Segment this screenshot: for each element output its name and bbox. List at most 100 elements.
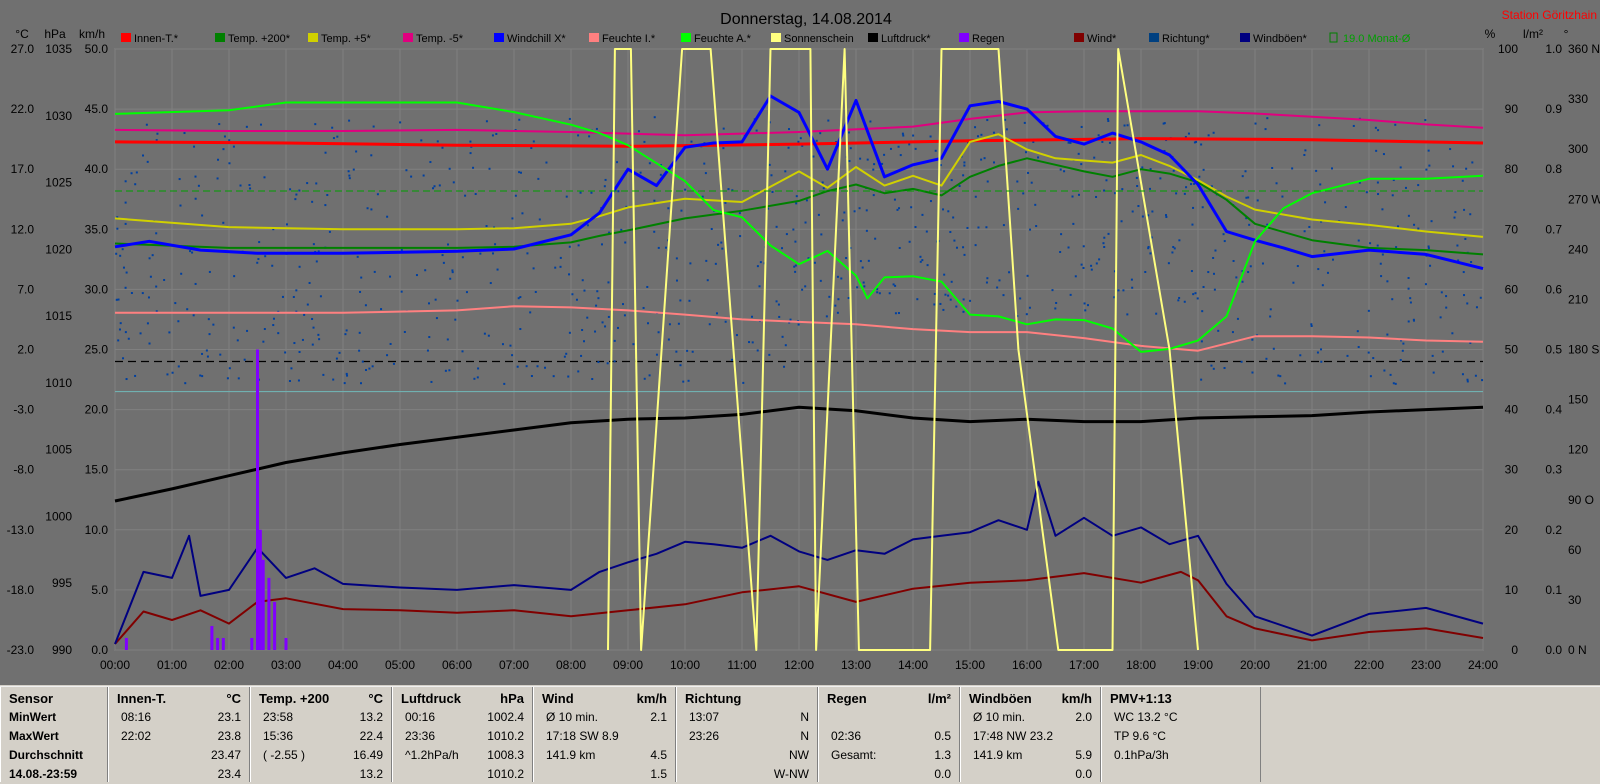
legend-swatch [868, 33, 878, 42]
table-column-windboeen: Windböen km/h Ø 10 min. 2.0 17:48 NW 23.2 141… [960, 687, 1101, 782]
direction-point [836, 311, 839, 314]
direction-point [894, 312, 897, 315]
direction-point [537, 177, 540, 180]
direction-point [477, 367, 480, 370]
direction-point [998, 279, 1001, 282]
direction-point [980, 158, 983, 161]
direction-point [1171, 251, 1174, 254]
direction-point [1463, 208, 1466, 211]
direction-point [1185, 186, 1188, 189]
direction-point [1106, 118, 1109, 121]
direction-point [881, 162, 884, 165]
cell-label: Durchschnitt [9, 748, 84, 762]
direction-point [370, 208, 373, 211]
direction-point [715, 312, 718, 315]
direction-point [848, 131, 851, 134]
direction-point [679, 364, 682, 367]
direction-point [365, 368, 368, 371]
direction-point [315, 260, 318, 263]
direction-point [1101, 140, 1104, 143]
direction-point [1191, 223, 1194, 226]
direction-point [926, 264, 929, 267]
direction-point [1427, 247, 1430, 250]
direction-point [1121, 188, 1124, 191]
direction-point [804, 285, 807, 288]
direction-point [219, 353, 222, 356]
direction-point [1432, 371, 1435, 374]
x-tick-label: 21:00 [1297, 658, 1327, 672]
legend-item: Innen-T.* [121, 33, 179, 45]
direction-point [701, 195, 704, 198]
direction-point [1147, 247, 1150, 250]
legend-swatch [215, 33, 225, 42]
legend-swatch [1149, 33, 1159, 42]
direction-point [1236, 317, 1239, 320]
direction-point [675, 279, 678, 282]
direction-point [1409, 297, 1412, 300]
direction-point [208, 333, 211, 336]
direction-point [494, 243, 497, 246]
direction-point [657, 246, 660, 249]
x-tick-label: 24:00 [1468, 658, 1498, 672]
direction-point [914, 226, 917, 229]
direction-point [509, 344, 512, 347]
direction-point [986, 180, 989, 183]
direction-point [933, 292, 936, 295]
direction-point [441, 146, 444, 149]
direction-point [1126, 313, 1129, 316]
direction-point [856, 286, 859, 289]
direction-point [686, 349, 689, 352]
direction-point [155, 139, 158, 142]
direction-point [1149, 168, 1152, 171]
direction-point [690, 140, 693, 143]
direction-point [834, 304, 837, 307]
direction-point [581, 279, 584, 282]
column-header: Richtung [685, 691, 742, 706]
direction-point [1475, 306, 1478, 309]
direction-point [145, 123, 148, 126]
direction-point [1381, 208, 1384, 211]
direction-point [1466, 302, 1469, 305]
direction-point [568, 331, 571, 334]
direction-point [1463, 294, 1466, 297]
direction-point [308, 281, 311, 284]
direction-point [122, 266, 125, 269]
direction-point [724, 201, 727, 204]
direction-point [554, 266, 557, 269]
direction-point [1254, 122, 1257, 125]
direction-point [1192, 293, 1195, 296]
direction-point [624, 241, 627, 244]
direction-point [1046, 124, 1049, 127]
legend-item: Temp. +200* [215, 33, 291, 45]
direction-point [1067, 141, 1070, 144]
direction-point [985, 281, 988, 284]
x-tick-label: 09:00 [613, 658, 643, 672]
table-row: 14.08.-23:59 [1, 765, 107, 784]
direction-point [1367, 309, 1370, 312]
direction-point [272, 228, 275, 231]
direction-point [346, 374, 349, 377]
direction-point [1131, 210, 1134, 213]
direction-point [888, 292, 891, 295]
legend-swatch [121, 33, 131, 42]
x-tick-label: 22:00 [1354, 658, 1384, 672]
cell-label: Ø 10 min. [973, 710, 1026, 724]
direction-point [526, 252, 529, 255]
direction_deg-tick: 90 O [1568, 493, 1594, 507]
cell-label: 23:58 [263, 710, 294, 724]
direction-point [319, 295, 322, 298]
direction-point [739, 235, 742, 238]
table-row: 1.5 [534, 765, 675, 784]
column-unit: km/h [636, 691, 667, 706]
direction-point [155, 285, 158, 288]
direction-point [795, 202, 798, 205]
direction-point [432, 187, 435, 190]
direction-point [1474, 374, 1477, 377]
direction-point [770, 174, 773, 177]
direction-point [1200, 378, 1203, 381]
direction-point [1299, 354, 1302, 357]
direction-point [519, 171, 522, 174]
direction-point [1167, 262, 1170, 265]
direction-point [1241, 270, 1244, 273]
direction-point [865, 229, 868, 232]
